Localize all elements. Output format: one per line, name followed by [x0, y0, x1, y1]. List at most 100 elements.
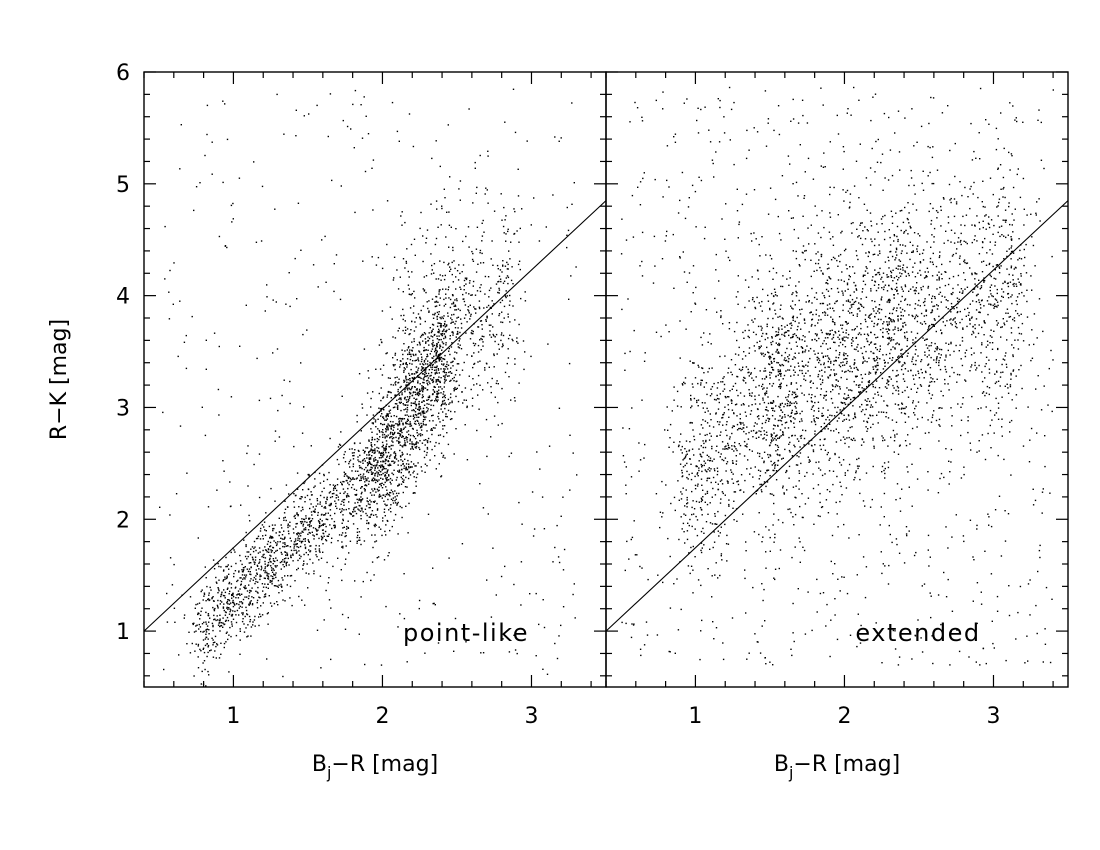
- data-point: [787, 400, 789, 402]
- data-point: [232, 601, 235, 604]
- data-point: [412, 415, 415, 417]
- data-point: [680, 491, 682, 493]
- data-point: [705, 382, 708, 384]
- data-point: [386, 489, 388, 491]
- data-point: [868, 400, 871, 403]
- data-point: [171, 584, 174, 586]
- data-point: [706, 490, 709, 493]
- data-point: [721, 479, 723, 481]
- data-point: [575, 266, 577, 268]
- data-point: [371, 463, 373, 466]
- data-point: [385, 415, 387, 417]
- data-point: [454, 299, 456, 301]
- data-point: [401, 478, 404, 480]
- data-point: [255, 569, 257, 571]
- data-point: [501, 311, 503, 313]
- data-point: [699, 433, 701, 435]
- data-point: [405, 476, 407, 479]
- data-point: [370, 471, 373, 473]
- data-point: [464, 304, 467, 306]
- data-point: [392, 444, 394, 447]
- data-point: [819, 515, 821, 518]
- data-point: [333, 492, 335, 495]
- data-point: [391, 525, 393, 528]
- data-point: [415, 476, 418, 479]
- data-point: [891, 174, 894, 177]
- data-point: [796, 395, 798, 398]
- data-point: [197, 667, 200, 669]
- data-point: [409, 379, 411, 382]
- data-point: [319, 503, 321, 505]
- data-point: [849, 276, 851, 278]
- data-point: [406, 409, 409, 411]
- data-point: [690, 463, 692, 465]
- data-point: [818, 370, 821, 372]
- data-point: [423, 382, 425, 384]
- data-point: [269, 535, 272, 537]
- data-point: [355, 512, 358, 515]
- data-point: [827, 376, 829, 378]
- data-point: [728, 499, 730, 501]
- data-point: [729, 259, 731, 262]
- data-point: [864, 238, 867, 240]
- data-point: [228, 568, 230, 570]
- data-point: [425, 372, 427, 375]
- data-point: [803, 366, 805, 368]
- data-point: [820, 255, 823, 258]
- data-point: [438, 386, 440, 388]
- data-point: [457, 316, 460, 318]
- data-point: [394, 461, 396, 463]
- data-point: [457, 279, 460, 281]
- data-point: [183, 617, 185, 619]
- data-point: [263, 553, 265, 556]
- data-point: [838, 330, 840, 332]
- data-point: [744, 355, 747, 357]
- data-point: [315, 529, 318, 531]
- data-point: [846, 387, 848, 389]
- data-point: [250, 590, 252, 592]
- data-point: [794, 304, 796, 306]
- data-point: [355, 493, 358, 496]
- data-point: [747, 371, 749, 374]
- data-point: [774, 465, 776, 467]
- data-point: [482, 652, 485, 654]
- data-point: [401, 224, 403, 226]
- data-point: [748, 371, 750, 373]
- data-point: [490, 324, 492, 326]
- data-point: [290, 540, 292, 542]
- data-point: [264, 563, 266, 565]
- data-point: [436, 318, 438, 320]
- data-point: [504, 219, 506, 221]
- data-point: [548, 445, 551, 447]
- data-point: [408, 113, 411, 115]
- data-point: [241, 563, 243, 566]
- data-point: [328, 577, 330, 579]
- data-point: [770, 439, 773, 441]
- data-point: [461, 271, 463, 273]
- data-point: [232, 610, 234, 612]
- data-point: [408, 433, 410, 436]
- data-point: [277, 604, 279, 606]
- data-point: [399, 402, 401, 404]
- data-point: [369, 499, 371, 501]
- data-point: [518, 501, 520, 504]
- data-point: [385, 478, 388, 480]
- data-point: [416, 429, 418, 432]
- data-point: [437, 396, 439, 399]
- data-point: [453, 380, 455, 382]
- data-point: [364, 476, 366, 478]
- data-point: [409, 362, 411, 365]
- data-point: [766, 325, 768, 328]
- data-point: [431, 393, 434, 396]
- data-point: [443, 425, 446, 427]
- data-point: [467, 226, 470, 228]
- data-point: [737, 483, 740, 486]
- data-point: [465, 235, 467, 238]
- data-point: [333, 263, 335, 265]
- data-point: [748, 347, 751, 349]
- data-point: [726, 396, 729, 398]
- data-point: [329, 524, 331, 526]
- data-point: [852, 222, 854, 224]
- data-point: [369, 492, 372, 494]
- data-point: [514, 358, 516, 360]
